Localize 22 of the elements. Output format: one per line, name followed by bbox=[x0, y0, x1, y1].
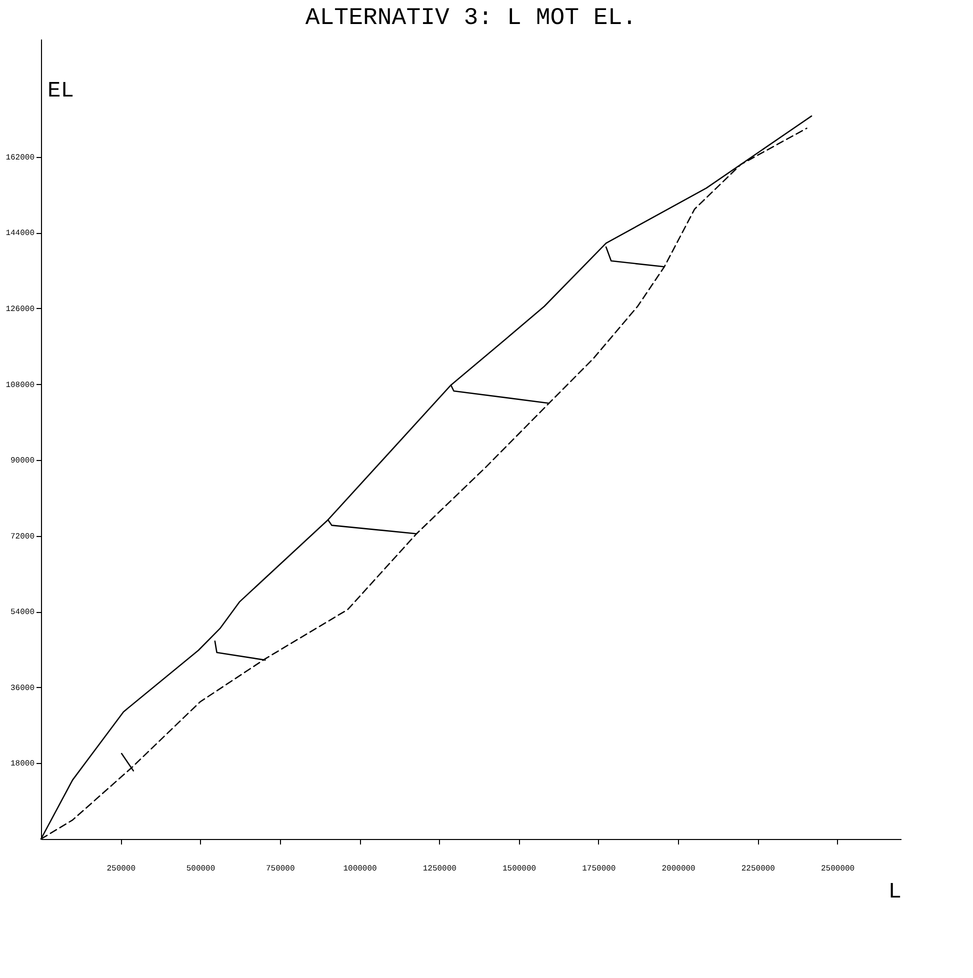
x-tick-label: 1500000 bbox=[502, 864, 536, 874]
y-tick-label: 36000 bbox=[10, 684, 35, 693]
y-tick-label: 54000 bbox=[10, 608, 35, 618]
x-tick-label: 1000000 bbox=[343, 864, 378, 874]
x-tick-label: 2000000 bbox=[662, 864, 696, 874]
x-tick-label: 500000 bbox=[186, 864, 216, 874]
y-tick-label: 144000 bbox=[6, 229, 35, 238]
y-tick-label: 162000 bbox=[6, 153, 35, 162]
x-tick-label: 1250000 bbox=[422, 864, 457, 874]
y-tick-label: 90000 bbox=[10, 456, 35, 466]
x-axis-title: L bbox=[888, 880, 902, 904]
y-tick-label: 126000 bbox=[6, 304, 35, 314]
chart-title: ALTERNATIV 3: L MOT EL. bbox=[305, 5, 637, 32]
x-tick-label: 2500000 bbox=[820, 864, 855, 874]
x-tick-label: 1750000 bbox=[582, 864, 616, 874]
y-axis-title: EL bbox=[48, 78, 74, 104]
y-tick-label: 72000 bbox=[10, 532, 35, 542]
x-tick-label: 750000 bbox=[266, 864, 295, 874]
x-tick-label: 2250000 bbox=[741, 864, 776, 874]
y-tick-label: 108000 bbox=[6, 380, 35, 390]
x-tick-label: 250000 bbox=[106, 864, 136, 874]
y-tick-label: 18000 bbox=[10, 760, 35, 769]
